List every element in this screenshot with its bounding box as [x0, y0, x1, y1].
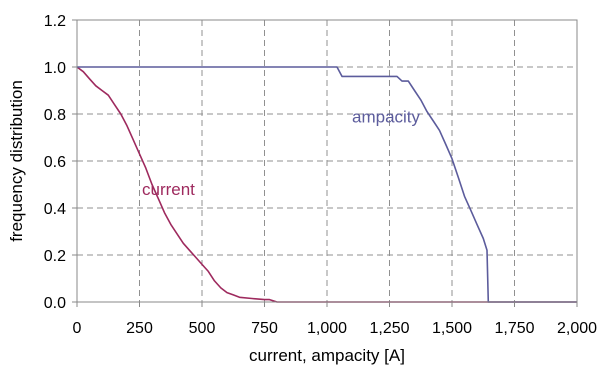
x-tick-label: 0 [73, 320, 82, 337]
grid [77, 20, 577, 302]
x-axis-title: current, ampacity [A] [249, 346, 405, 365]
series-line-ampacity [77, 66, 577, 303]
y-tick-label: 0.8 [44, 107, 66, 124]
y-axis-title: frequency distribution [7, 80, 26, 242]
y-tick-label: 0.6 [44, 154, 66, 171]
x-tick-label: 500 [189, 320, 216, 337]
y-tick-label: 0.2 [44, 248, 66, 265]
x-tick-label: 1,750 [494, 320, 534, 337]
series-label-ampacity: ampacity [352, 107, 421, 126]
y-tick-label: 0.4 [44, 201, 66, 218]
series-label-current: current [142, 180, 195, 199]
y-tick-label: 0.0 [44, 295, 66, 312]
y-tick-label: 1.2 [44, 13, 66, 30]
x-tick-label: 1,000 [307, 320, 347, 337]
series-labels: current ampacity [142, 107, 421, 199]
y-tick-label: 1.0 [44, 60, 66, 77]
x-tick-label: 250 [126, 320, 153, 337]
series-line-current [76, 66, 577, 303]
tick-labels: 0 250 500 750 1,000 1,250 1,500 1,750 2,000 0.0 0.… [44, 13, 597, 337]
series-lines [76, 66, 577, 303]
x-tick-label: 2,000 [557, 320, 597, 337]
x-tick-label: 750 [251, 320, 278, 337]
x-tick-label: 1,250 [369, 320, 409, 337]
x-tick-label: 1,500 [432, 320, 472, 337]
